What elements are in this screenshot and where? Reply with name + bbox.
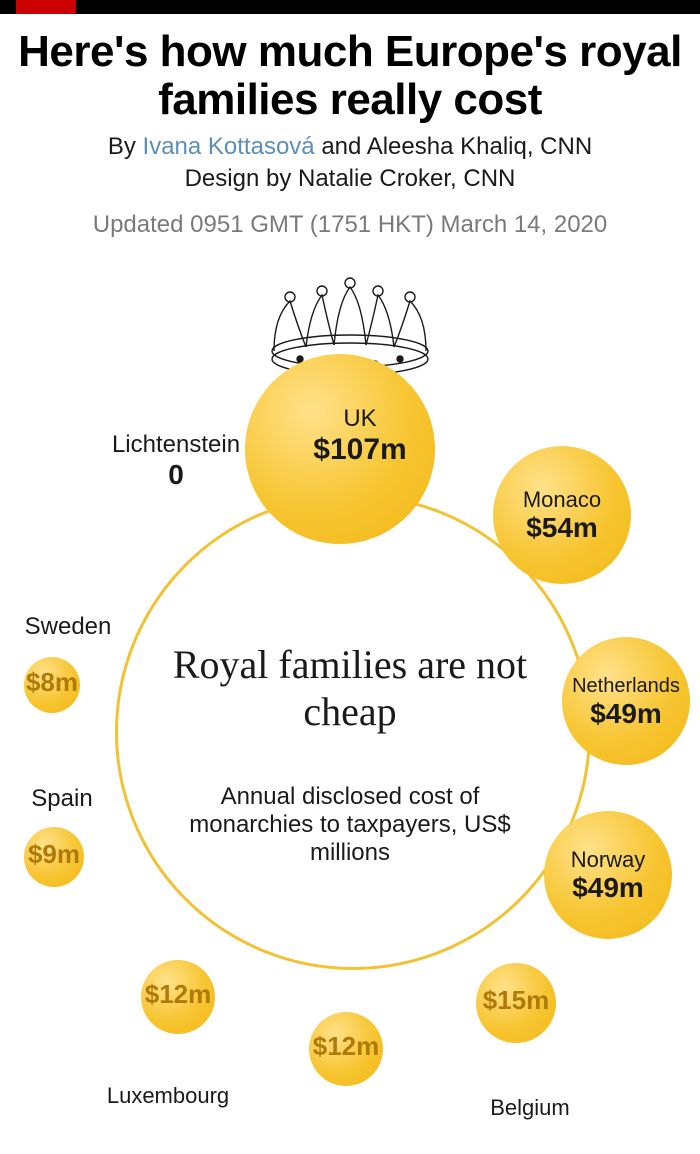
brand-accent (16, 0, 76, 14)
author-link[interactable]: Ivana Kottasová (143, 133, 315, 160)
label-norway-country: Norway (518, 847, 698, 872)
byline-prefix: By (108, 133, 143, 160)
label-netherlands: Netherlands$49m (536, 675, 700, 730)
chart-center-title: Royal families are not cheap (160, 641, 540, 735)
label-uk: UK$107m (270, 405, 450, 467)
value-on-bubble-sweden: $8m (0, 668, 142, 698)
page-title: Here's how much Europe's royal families … (18, 28, 682, 123)
label-netherlands-country: Netherlands (536, 675, 700, 698)
value-on-bubble-center-bottom: $12m (256, 1032, 436, 1062)
label-luxembourg: Luxembourg (78, 1040, 258, 1108)
label-belgium-country: Belgium (440, 1095, 620, 1120)
label-lichtenstein-value: 0 (86, 459, 266, 491)
label-lichtenstein-country: Lichtenstein (86, 431, 266, 459)
label-sweden: Sweden$8m (0, 613, 158, 641)
updated-timestamp: Updated 0951 GMT (1751 HKT) March 14, 20… (20, 211, 680, 239)
chart-center-subtitle: Annual disclosed cost of monarchies to t… (180, 783, 520, 867)
label-netherlands-value: $49m (536, 698, 700, 730)
byline-rest: and Aleesha Khaliq, CNN (315, 133, 593, 160)
label-monaco-country: Monaco (472, 487, 652, 512)
byline: By Ivana Kottasová and Aleesha Khaliq, C… (20, 133, 680, 161)
label-luxembourg-country: Luxembourg (78, 1083, 258, 1108)
value-on-bubble-luxembourg: $12m (88, 980, 268, 1010)
label-uk-value: $107m (270, 433, 450, 468)
label-uk-country: UK (270, 405, 450, 433)
label-spain: Spain$9m (0, 785, 152, 813)
label-norway-value: $49m (518, 872, 698, 904)
label-monaco: Monaco$54m (472, 487, 652, 544)
value-on-bubble-belgium: $15m (426, 986, 606, 1016)
design-credit: Design by Natalie Croker, CNN (20, 165, 680, 193)
top-bar (0, 0, 700, 14)
label-spain-country: Spain (0, 785, 152, 813)
label-monaco-value: $54m (472, 512, 652, 544)
label-belgium: Belgium (440, 1049, 620, 1120)
royal-cost-chart: Royal families are not cheap Annual discl… (0, 269, 700, 1089)
value-on-bubble-spain: $9m (0, 840, 144, 870)
label-norway: Norway$49m (518, 847, 698, 904)
label-sweden-country: Sweden (0, 613, 158, 641)
label-lichtenstein: Lichtenstein0 (86, 431, 266, 491)
